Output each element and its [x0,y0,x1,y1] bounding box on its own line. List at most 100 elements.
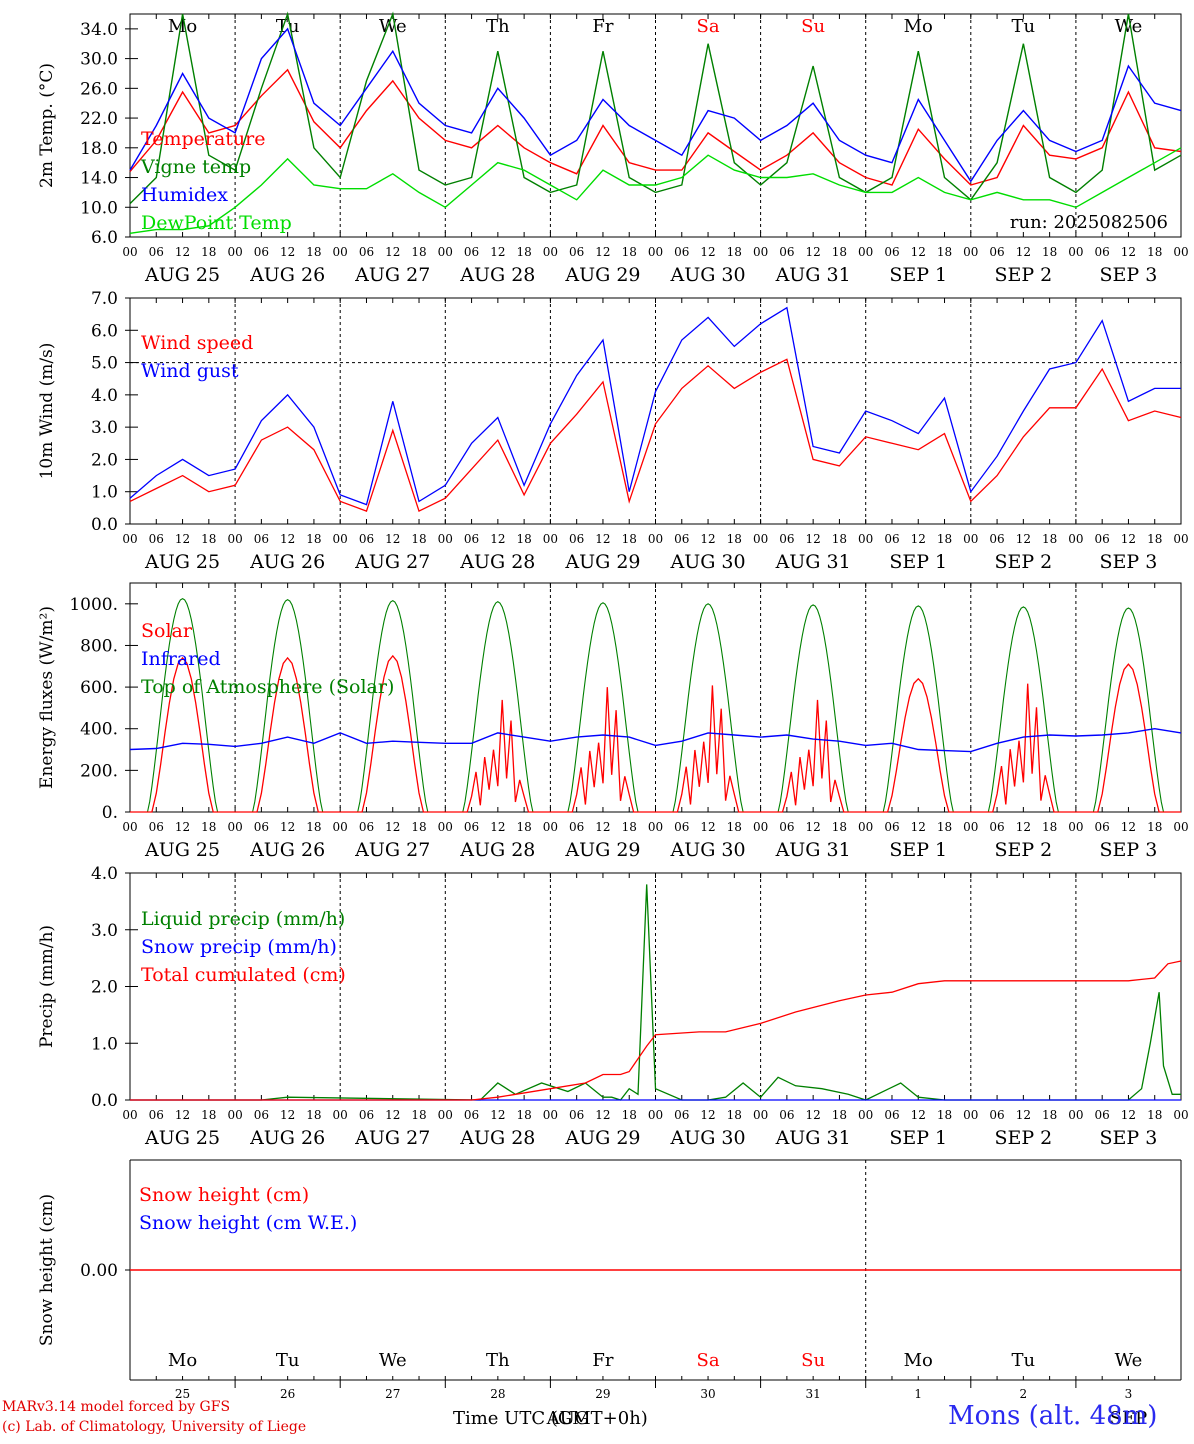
date-label: AUG 30 [669,839,745,861]
date-label: AUG 31 [775,551,851,573]
date-label: AUG 25 [144,839,220,861]
y-tick-label: 4.0 [91,864,118,884]
hour-tick-label: 00 [858,820,873,834]
hour-tick-label: 06 [569,532,584,546]
hour-tick-label: 18 [516,245,531,259]
date-label: AUG 31 [775,264,851,286]
hour-tick-label: 18 [516,820,531,834]
hour-tick-label: 18 [1147,532,1162,546]
hour-tick-label: 00 [1173,532,1188,546]
date-number: 25 [175,1387,190,1401]
hour-tick-label: 12 [280,532,295,546]
hour-tick-label: 12 [595,1108,610,1122]
hour-tick-label: 12 [175,1108,190,1122]
hour-tick-label: 06 [1095,245,1110,259]
date-label: SEP 1 [889,1127,947,1149]
hour-tick-label: 12 [280,1108,295,1122]
hour-tick-label: 00 [227,1108,242,1122]
hour-tick-label: 06 [254,245,269,259]
weekday-label: Sa [697,1350,720,1371]
hour-tick-label: 12 [175,245,190,259]
weekday-label: Su [801,1350,825,1371]
hour-tick-label: 18 [411,1108,426,1122]
date-label: SEP 1 [889,551,947,573]
hour-tick-label: 00 [543,245,558,259]
hour-tick-label: 00 [753,245,768,259]
date-label: AUG 25 [144,1127,220,1149]
y-tick-label: 0.0 [91,1091,118,1111]
y-tick-label: 22.0 [80,109,118,129]
y-axis-label: 10m Wind (m/s) [37,343,57,480]
hour-tick-label: 06 [359,820,374,834]
hour-tick-label: 18 [937,245,952,259]
weekday-label: Th [486,16,510,37]
hour-tick-label: 12 [385,245,400,259]
hour-tick-label: 00 [1173,245,1188,259]
hour-tick-label: 06 [779,820,794,834]
hour-tick-label: 18 [516,532,531,546]
solar-curve [760,699,866,813]
hour-tick-label: 06 [884,532,899,546]
weekday-label: We [1115,1350,1143,1371]
run-label: run: 2025082506 [1010,212,1168,233]
series-line [129,27,1182,183]
hour-tick-label: 12 [1121,532,1136,546]
panel-precip: Precip (mm/h) 00 06 12 18 00 06 12 18 00 06 12 18 00 0… [37,864,1189,1149]
weekday-label: Mo [168,16,197,37]
hour-tick-label: 00 [438,532,453,546]
date-number: 27 [385,1387,400,1401]
date-label: AUG 28 [459,839,535,861]
hour-tick-label: 12 [1016,820,1031,834]
date-label: AUG 25 [144,551,220,573]
hour-tick-label: 00 [648,245,663,259]
solar-curve [130,656,236,813]
series-line [129,306,1181,506]
date-label: SEP 3 [1100,839,1158,861]
hour-tick-label: 06 [359,532,374,546]
legend-entry: Snow precip (mm/h) [141,936,337,958]
date-label: AUG 29 [564,264,640,286]
y-tick-label: 2.0 [91,450,118,470]
y-tick-label: 18.0 [80,139,118,159]
date-number: 30 [700,1387,715,1401]
y-tick-label: 6.0 [91,321,118,341]
date-label: SEP 2 [994,839,1052,861]
hour-tick-label: 06 [674,1108,689,1122]
y-axis-label: Snow height (cm) [37,1194,57,1346]
hour-tick-label: 12 [280,245,295,259]
y-tick-label: 10.0 [80,198,118,218]
hour-tick-label: 12 [385,1108,400,1122]
date-number: 29 [595,1387,610,1401]
hour-tick-label: 00 [122,532,137,546]
hour-tick-label: 06 [989,820,1004,834]
date-label: AUG 28 [459,551,535,573]
hour-tick-label: 12 [700,820,715,834]
hour-tick-label: 18 [1147,820,1162,834]
hour-tick-label: 06 [884,1108,899,1122]
weekday-label: Mo [904,16,933,37]
lab-credit: (c) Lab. of Climatology, University of L… [2,1419,307,1435]
legend-entry: Solar [141,620,193,642]
weekday-label: Tu [1012,1350,1036,1371]
hour-tick-label: 12 [595,820,610,834]
y-tick-label: 7.0 [91,289,118,309]
weekday-label: Fr [592,16,613,37]
y-tick-label: 800. [80,636,118,656]
hour-tick-label: 12 [490,245,505,259]
hour-tick-label: 06 [254,532,269,546]
hour-tick-label: 00 [438,1108,453,1122]
date-label: SEP 3 [1100,264,1158,286]
hour-tick-label: 12 [1016,245,1031,259]
y-tick-label: 200. [80,761,118,781]
hour-tick-label: 06 [359,1108,374,1122]
date-number: 2 [1020,1387,1028,1401]
hour-tick-label: 12 [490,532,505,546]
date-label: AUG 25 [144,264,220,286]
hour-tick-label: 18 [411,532,426,546]
y-tick-label: 2.0 [91,978,118,998]
date-label: AUG 31 [775,839,851,861]
hour-tick-label: 12 [1121,1108,1136,1122]
hour-tick-label: 00 [438,820,453,834]
